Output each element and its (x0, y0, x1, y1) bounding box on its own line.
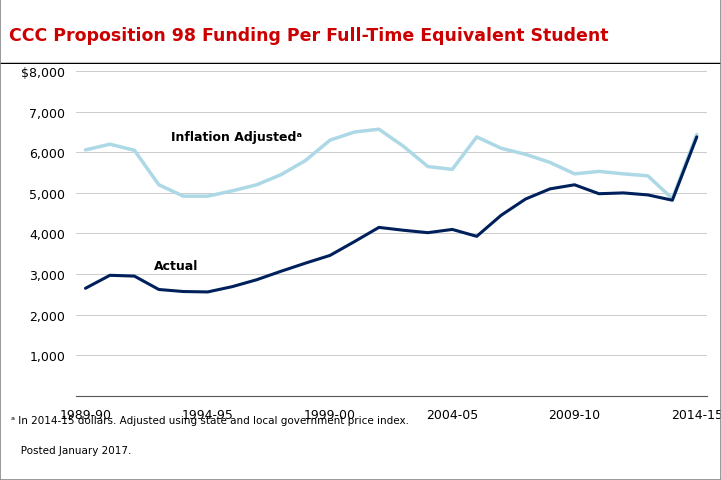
Text: ᵃ In 2014-15 dollars. Adjusted using state and local government price index.: ᵃ In 2014-15 dollars. Adjusted using sta… (11, 415, 409, 425)
Text: CCC Proposition 98 Funding Per Full-Time Equivalent Student: CCC Proposition 98 Funding Per Full-Time… (9, 27, 608, 45)
Text: Inflation Adjustedᵃ: Inflation Adjustedᵃ (171, 130, 302, 144)
Text: Posted January 2017.: Posted January 2017. (11, 445, 131, 456)
Text: Actual: Actual (154, 260, 198, 273)
